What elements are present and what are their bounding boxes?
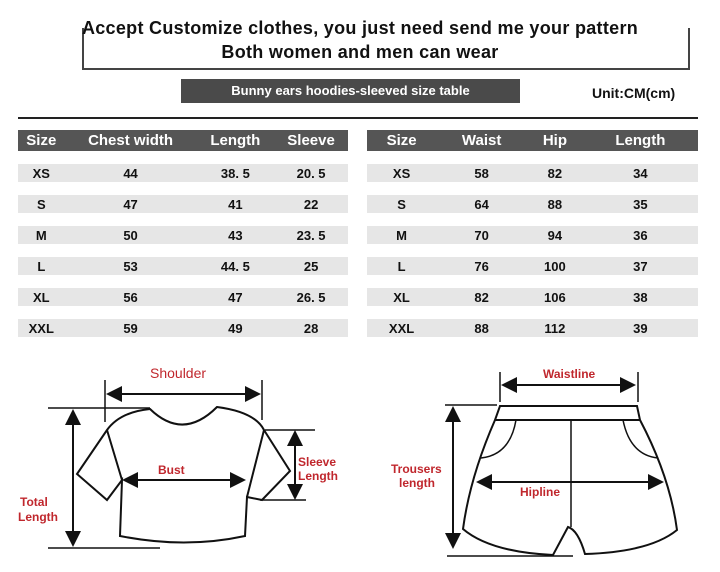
column-header: Length xyxy=(582,130,698,151)
table-cell: 94 xyxy=(527,226,583,244)
table-row: L 53 44. 5 25 xyxy=(18,257,348,275)
shorts-diagram xyxy=(445,372,679,557)
column-header: Chest width xyxy=(64,130,197,151)
total-length-label-1: Total xyxy=(20,495,48,509)
table-row: L 76 100 37 xyxy=(367,257,698,275)
bottom-size-table: Size Waist Hip Length XS 58 82 34 S 64 88 35 M 70 94 36… xyxy=(367,130,698,337)
table-cell: 82 xyxy=(436,288,528,306)
trousers-length-label-1: Trousers xyxy=(391,462,442,476)
table-cell: XS xyxy=(367,164,437,182)
table-cell: 34 xyxy=(582,164,698,182)
table-header-row: Size Waist Hip Length xyxy=(367,130,698,151)
table-cell: 22 xyxy=(274,195,348,213)
table-cell: L xyxy=(367,257,437,275)
header-bracket xyxy=(82,28,690,70)
tshirt-diagram xyxy=(48,380,315,549)
table-row: M 50 43 23. 5 xyxy=(18,226,348,244)
table-cell: L xyxy=(18,257,65,275)
header-line-1: Accept Customize clothes, you just need … xyxy=(81,18,639,38)
table-cell: 64 xyxy=(436,195,528,213)
table-cell: 47 xyxy=(64,195,197,213)
sleeve-length-label-2: Length xyxy=(298,469,338,483)
column-header: Size xyxy=(18,130,65,151)
table-row: M 70 94 36 xyxy=(367,226,698,244)
table-cell: 88 xyxy=(436,319,528,337)
table-cell: 106 xyxy=(527,288,583,306)
table-cell: 88 xyxy=(527,195,583,213)
table-cell: 112 xyxy=(527,319,583,337)
table-row: XXL 88 112 39 xyxy=(367,319,698,337)
table-cell: M xyxy=(18,226,65,244)
header-line-2: Both women and men can wear xyxy=(221,42,499,62)
table-row: XXL 59 49 28 xyxy=(18,319,348,337)
column-header: Length xyxy=(196,130,275,151)
table-cell: XL xyxy=(367,288,437,306)
table-cell: 59 xyxy=(64,319,197,337)
table-cell: 44. 5 xyxy=(196,257,275,275)
column-header: Hip xyxy=(527,130,583,151)
table-cell: 20. 5 xyxy=(274,164,348,182)
table-cell: 82 xyxy=(527,164,583,182)
shoulder-label: Shoulder xyxy=(150,365,206,381)
table-cell: 50 xyxy=(64,226,197,244)
hipline-label: Hipline xyxy=(520,485,560,499)
table-header-row: Size Chest width Length Sleeve xyxy=(18,130,348,151)
table-row: XL 82 106 38 xyxy=(367,288,698,306)
table-cell: 35 xyxy=(582,195,698,213)
top-size-table: Size Chest width Length Sleeve XS 44 38. 5 20. … xyxy=(18,130,348,337)
column-header: Sleeve xyxy=(274,130,348,151)
table-row: S 47 41 22 xyxy=(18,195,348,213)
table-cell: 44 xyxy=(64,164,197,182)
table-row: XS 58 82 34 xyxy=(367,164,698,182)
table-cell: 76 xyxy=(436,257,528,275)
unit-label: Unit:CM(cm) xyxy=(592,85,676,101)
table-cell: 28 xyxy=(274,319,348,337)
table-cell: M xyxy=(367,226,437,244)
table-cell: 37 xyxy=(582,257,698,275)
table-cell: 56 xyxy=(64,288,197,306)
table-cell: 38. 5 xyxy=(196,164,275,182)
sleeve-length-label-1: Sleeve xyxy=(298,455,336,469)
table-cell: 23. 5 xyxy=(274,226,348,244)
shorts-outline xyxy=(461,405,679,557)
tshirt-outline xyxy=(75,405,292,544)
table-row: S 64 88 35 xyxy=(367,195,698,213)
table-cell: 38 xyxy=(582,288,698,306)
table-cell: 58 xyxy=(436,164,528,182)
table-cell: XL xyxy=(18,288,65,306)
table-title-banner: Bunny ears hoodies-sleeved size table xyxy=(181,79,520,103)
table-cell: 53 xyxy=(64,257,197,275)
table-row: XS 44 38. 5 20. 5 xyxy=(18,164,348,182)
table-cell: 41 xyxy=(196,195,275,213)
table-cell: 36 xyxy=(582,226,698,244)
table-row: XL 56 47 26. 5 xyxy=(18,288,348,306)
table-cell: 43 xyxy=(196,226,275,244)
column-header: Waist xyxy=(436,130,528,151)
column-header: Size xyxy=(367,130,437,151)
waistline-label: Waistline xyxy=(543,367,596,381)
table-cell: 49 xyxy=(196,319,275,337)
total-length-label-2: Length xyxy=(18,510,58,524)
table-cell: S xyxy=(18,195,65,213)
table-cell: XXL xyxy=(18,319,65,337)
table-cell: 25 xyxy=(274,257,348,275)
table-cell: S xyxy=(367,195,437,213)
table-cell: 100 xyxy=(527,257,583,275)
trousers-length-label-2: length xyxy=(399,476,435,490)
divider xyxy=(18,117,698,119)
table-cell: 39 xyxy=(582,319,698,337)
table-cell: XS xyxy=(18,164,65,182)
table-cell: 47 xyxy=(196,288,275,306)
table-cell: 70 xyxy=(436,226,528,244)
table-cell: XXL xyxy=(367,319,437,337)
table-cell: 26. 5 xyxy=(274,288,348,306)
bust-label: Bust xyxy=(158,463,185,477)
